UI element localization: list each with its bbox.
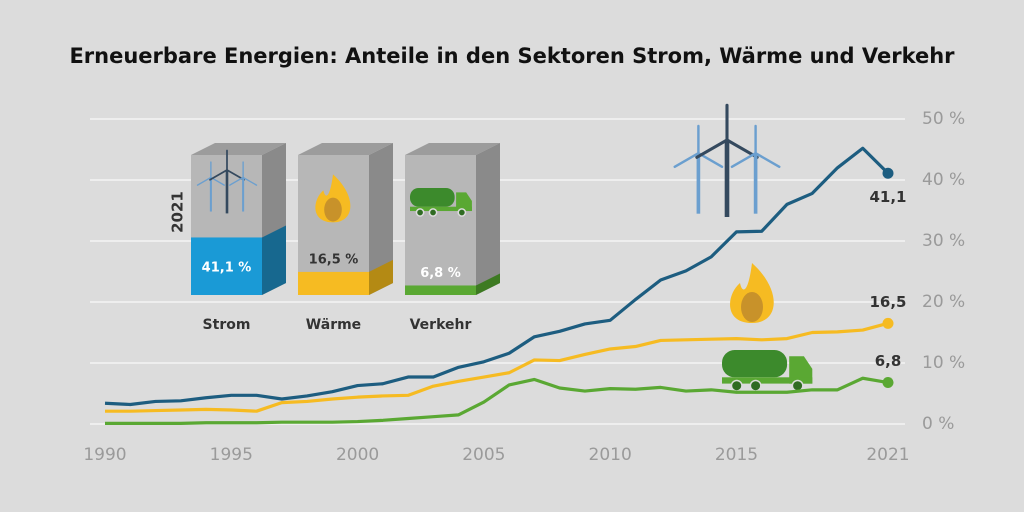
icon — [410, 188, 455, 207]
icon — [196, 176, 212, 186]
icon — [209, 169, 228, 181]
icon — [722, 350, 788, 378]
x-tick-label: 2000 — [336, 445, 379, 465]
box-value-label: 41,1 % — [202, 261, 252, 276]
icon — [673, 151, 700, 169]
truck-icon — [410, 188, 472, 217]
y-tick-label: 20 % — [922, 292, 965, 312]
box-fill-side — [476, 273, 500, 295]
y-tick-label: 40 % — [922, 170, 965, 190]
box-fill — [191, 237, 262, 295]
box-side — [476, 143, 500, 295]
end-point — [882, 167, 894, 179]
box-value-label: 6,8 % — [420, 266, 461, 281]
box-fill-side — [262, 225, 286, 295]
icon — [754, 151, 781, 169]
icon — [789, 356, 813, 384]
icon — [457, 208, 467, 217]
icon — [428, 208, 438, 217]
truck-icon — [722, 350, 813, 392]
y-tick-label: 10 % — [922, 353, 965, 373]
box-fill-side — [369, 259, 393, 295]
icon — [749, 379, 762, 392]
icon — [456, 192, 472, 212]
year-label: 2021 — [169, 191, 187, 233]
chart-title: Erneuerbare Energien: Anteile in den Sek… — [69, 44, 955, 68]
icon — [324, 197, 342, 222]
y-tick-label: 50 % — [922, 109, 965, 129]
x-tick-label: 2005 — [462, 445, 505, 465]
box-value-label: 16,5 % — [309, 252, 359, 267]
icon — [722, 377, 813, 384]
x-tick-label: 2021 — [866, 445, 909, 465]
icon — [242, 176, 258, 186]
y-tick-label: 0 % — [922, 414, 954, 434]
data-label: 41,1 — [869, 188, 906, 206]
box-front — [405, 155, 476, 295]
y-tick-label: 30 % — [922, 231, 965, 251]
series-line — [104, 146, 890, 407]
flame-icon — [730, 263, 774, 323]
box-fill — [405, 285, 476, 295]
box-label: Verkehr — [410, 317, 472, 333]
x-tick-label: 1990 — [83, 445, 126, 465]
x-tick-label: 2015 — [715, 445, 758, 465]
icon — [229, 176, 244, 186]
end-point — [882, 317, 894, 329]
box-side — [369, 143, 393, 295]
data-label: 6,8 — [875, 352, 902, 370]
data-label: 16,5 — [869, 293, 906, 311]
box-top — [191, 143, 286, 155]
end-point — [882, 377, 894, 389]
wind-icon — [673, 103, 781, 217]
icon — [415, 208, 425, 217]
wind-icon — [196, 149, 258, 214]
box-top — [405, 143, 500, 155]
box-top — [298, 143, 393, 155]
box-fill — [298, 271, 369, 295]
x-tick-label: 2010 — [589, 445, 632, 465]
icon — [695, 138, 729, 159]
icon — [730, 151, 757, 169]
icon — [741, 292, 763, 322]
box-label: Wärme — [306, 317, 361, 333]
flame-icon — [315, 174, 351, 223]
box-label: Strom — [203, 317, 251, 333]
icon — [410, 206, 472, 212]
icon — [730, 379, 743, 392]
x-tick-label: 1995 — [210, 445, 253, 465]
series-line — [105, 321, 889, 413]
series-line — [105, 376, 889, 425]
